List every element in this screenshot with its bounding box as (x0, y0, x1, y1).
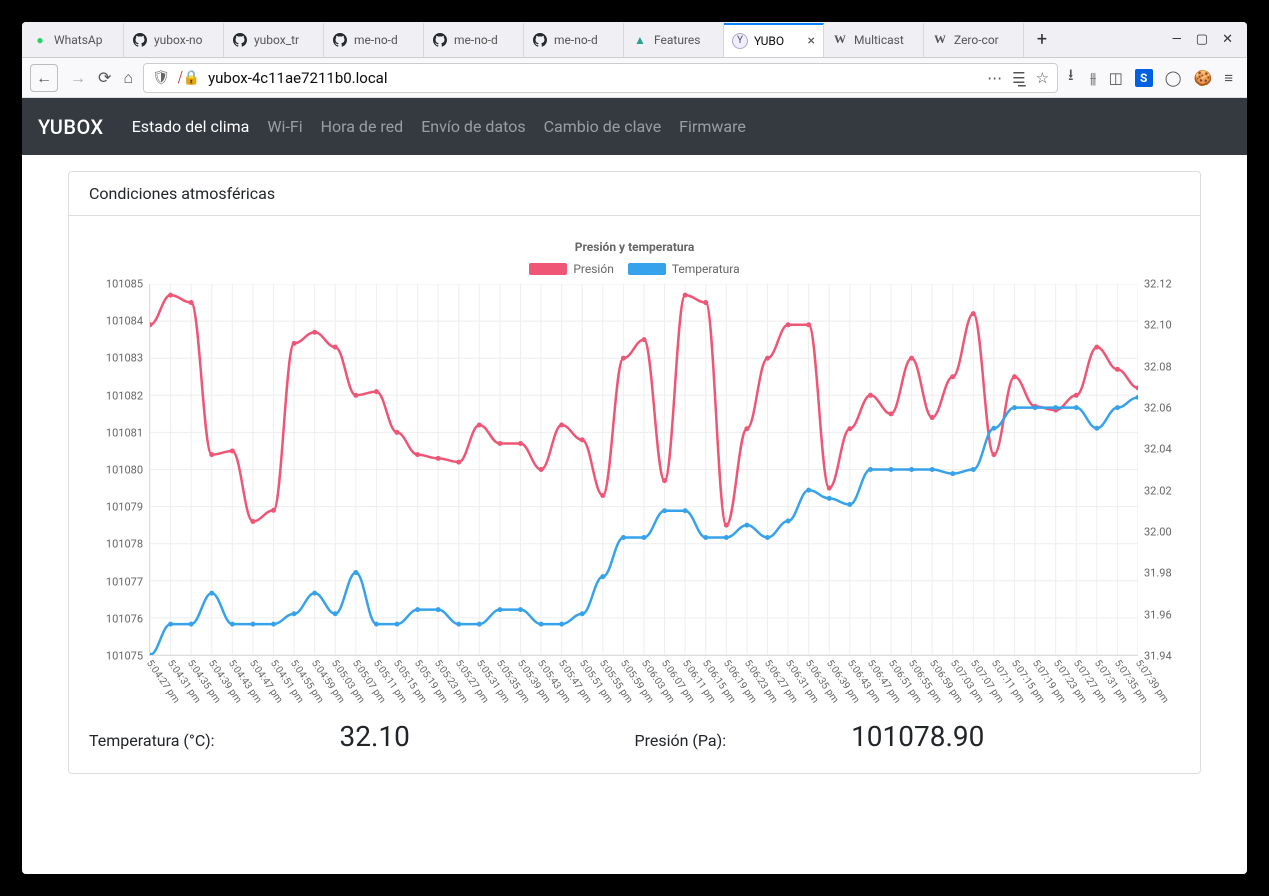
sidebar-icon[interactable]: ◫ (1109, 69, 1123, 87)
app-navbar: YUBOX Estado del clima Wi-Fi Hora de red En… (22, 98, 1247, 155)
brand: YUBOX (38, 115, 104, 139)
legend-swatch (628, 263, 666, 275)
chart-legend: Presión Temperatura (89, 262, 1180, 276)
home-button[interactable]: ⌂ (123, 68, 133, 88)
y-axis-right: 31.9431.9631.9832.0032.0232.0432.0632.08… (1140, 284, 1180, 656)
pres-label: Presión (Pa): (635, 731, 727, 750)
temp-value: 32.10 (340, 720, 410, 753)
legend-item[interactable]: Temperatura (628, 262, 740, 276)
chart-area: 1010751010761010771010781010791010801010… (89, 284, 1180, 714)
url-box[interactable]: 🛡 ⧸🔒 yubox-4c11ae7211b0.local ⋯ ☰̲ ☆ (143, 63, 1058, 93)
browser-tab[interactable]: me-no-d (424, 23, 524, 57)
tab-label: yubox-no (154, 33, 203, 47)
plot-area (149, 284, 1138, 656)
bookmark-star-icon[interactable]: ☆ (1036, 69, 1049, 87)
tab-label: me-no-d (354, 33, 398, 47)
close-tab-icon[interactable]: × (808, 33, 815, 49)
tab-label: Features (654, 33, 700, 47)
nav-link[interactable]: Cambio de clave (544, 117, 662, 136)
close-window-icon[interactable]: ✕ (1222, 32, 1233, 47)
library-icon[interactable]: ⫵ (1090, 69, 1097, 87)
reader-icon[interactable]: ☰̲ (1012, 69, 1025, 87)
atmos-card: Condiciones atmosféricas Presión y tempe… (68, 171, 1201, 774)
tab-label: me-no-d (554, 33, 598, 47)
extension-cookie-icon[interactable]: 🍪 (1194, 69, 1213, 87)
browser-tab[interactable]: yubox-no (124, 23, 224, 57)
browser-tab[interactable]: WMulticast (824, 23, 924, 57)
tab-label: WhatsAp (54, 33, 102, 47)
tab-strip: ●WhatsAp yubox-no yubox_tr me-no-d me-no-d me… (22, 22, 1247, 58)
back-button[interactable]: ← (30, 64, 58, 92)
nav-link[interactable]: Firmware (679, 117, 746, 136)
shield-icon: 🛡 (152, 70, 170, 86)
browser-tab[interactable]: ●WhatsAp (24, 23, 124, 57)
legend-label: Temperatura (672, 262, 740, 276)
url-text: yubox-4c11ae7211b0.local (208, 69, 387, 87)
menu-icon[interactable]: ≡ (1224, 69, 1233, 87)
tab-label: YUBO (754, 34, 784, 48)
extension-s-icon[interactable]: S (1135, 69, 1153, 87)
page-content: YUBOX Estado del clima Wi-Fi Hora de red En… (22, 98, 1247, 874)
browser-tab[interactable]: me-no-d (524, 23, 624, 57)
legend-label: Presión (573, 262, 613, 276)
temp-label: Temperatura (°C): (89, 731, 215, 750)
forward-button[interactable]: → (70, 68, 86, 88)
more-icon[interactable]: ⋯ (987, 69, 1002, 87)
x-axis: 5:04:27 pm5:04:31 pm5:04:35 pm5:04:39 pm… (149, 656, 1138, 714)
pres-value: 101078.90 (851, 720, 984, 753)
y-axis-left: 1010751010761010771010781010791010801010… (89, 284, 147, 656)
tab-label: yubox_tr (254, 33, 299, 47)
downloads-icon[interactable]: ⭳ (1068, 64, 1074, 91)
new-tab-button[interactable]: + (1028, 26, 1056, 54)
minimize-icon[interactable]: — (1172, 32, 1182, 47)
nav-link[interactable]: Hora de red (321, 117, 404, 136)
nav-link[interactable]: Envío de datos (421, 117, 525, 136)
browser-tab[interactable]: yubox_tr (224, 23, 324, 57)
browser-tab[interactable]: ▲Features (624, 23, 724, 57)
readout-row: Temperatura (°C): 32.10 Presión (Pa): 10… (89, 720, 1180, 753)
nav-link[interactable]: Estado del clima (132, 117, 250, 136)
browser-tab[interactable]: me-no-d (324, 23, 424, 57)
maximize-icon[interactable]: ▢ (1196, 32, 1208, 47)
reload-button[interactable]: ⟳ (98, 68, 111, 87)
tab-label: me-no-d (454, 33, 498, 47)
nav-link[interactable]: Wi-Fi (267, 117, 302, 136)
legend-swatch (529, 263, 567, 275)
account-icon[interactable]: ◯ (1165, 69, 1182, 87)
browser-window: ●WhatsAp yubox-no yubox_tr me-no-d me-no-d me… (22, 22, 1247, 874)
chart-title: Presión y temperatura (89, 240, 1180, 254)
legend-item[interactable]: Presión (529, 262, 613, 276)
browser-tab[interactable]: YYUBO× (724, 23, 824, 57)
browser-tab[interactable]: WZero-cor (924, 23, 1024, 57)
insecure-icon: ⧸🔒 (178, 70, 200, 86)
chart-svg (150, 284, 1138, 655)
address-bar: ← → ⟳ ⌂ 🛡 ⧸🔒 yubox-4c11ae7211b0.local ⋯ … (22, 58, 1247, 98)
card-title: Condiciones atmosféricas (69, 172, 1200, 216)
tab-label: Multicast (854, 33, 904, 47)
tab-label: Zero-cor (954, 33, 999, 47)
